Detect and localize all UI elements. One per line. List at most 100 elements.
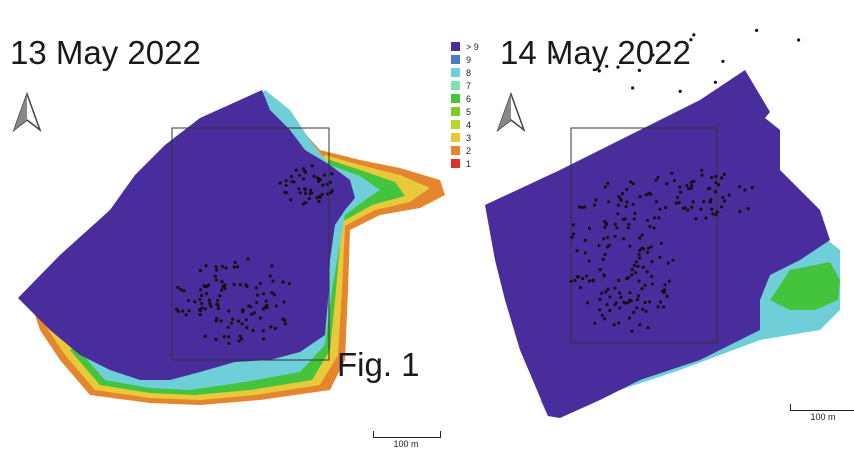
- survey-point: [220, 288, 224, 292]
- survey-point: [283, 322, 287, 326]
- survey-point: [238, 283, 242, 287]
- survey-point: [663, 283, 667, 287]
- survey-point: [700, 173, 704, 177]
- survey-point: [235, 265, 240, 269]
- right-survey-rectangle: [570, 127, 718, 344]
- survey-point: [584, 274, 589, 278]
- survey-point: [692, 179, 696, 183]
- survey-point: [631, 86, 635, 90]
- survey-point: [721, 195, 725, 199]
- survey-point: [217, 306, 221, 311]
- survey-point: [198, 268, 202, 273]
- survey-point: [607, 243, 611, 247]
- survey-point: [585, 301, 590, 305]
- legend-item: 1: [451, 157, 479, 170]
- survey-point: [670, 171, 674, 175]
- right-shallow-band-green: [770, 262, 840, 310]
- survey-point: [689, 180, 693, 184]
- survey-point: [294, 168, 298, 172]
- survey-point: [631, 182, 635, 186]
- survey-point: [240, 337, 244, 341]
- survey-point: [592, 203, 597, 207]
- survey-point: [620, 192, 625, 196]
- survey-point: [598, 297, 602, 302]
- survey-point: [692, 33, 696, 37]
- survey-point: [654, 178, 658, 182]
- right-survey-points: [552, 28, 801, 333]
- survey-point: [263, 306, 267, 310]
- survey-point: [577, 205, 582, 209]
- survey-point: [269, 325, 273, 329]
- survey-point: [265, 303, 269, 307]
- survey-point: [580, 205, 584, 210]
- survey-point: [658, 300, 663, 304]
- survey-point: [653, 216, 657, 220]
- survey-point: [252, 311, 256, 315]
- survey-point: [612, 323, 616, 327]
- left-deep-area: [18, 90, 355, 380]
- survey-point: [321, 183, 325, 187]
- survey-point: [624, 204, 628, 209]
- left-map-panel: [18, 90, 445, 405]
- legend-swatch: [451, 68, 460, 77]
- survey-point: [572, 232, 576, 236]
- survey-point: [662, 291, 666, 295]
- survey-point: [281, 280, 285, 284]
- survey-point: [713, 80, 718, 84]
- survey-point: [637, 68, 642, 72]
- survey-point: [664, 205, 668, 210]
- survey-point: [658, 255, 662, 259]
- survey-point: [186, 298, 190, 303]
- legend-item: > 9: [451, 40, 479, 53]
- survey-point: [619, 295, 623, 299]
- survey-point: [645, 250, 650, 255]
- survey-point: [209, 304, 213, 308]
- legend-swatch: [451, 55, 460, 64]
- survey-point: [650, 260, 654, 264]
- survey-point: [231, 317, 235, 321]
- survey-point: [284, 179, 288, 183]
- survey-point: [702, 200, 706, 204]
- survey-point: [628, 180, 633, 184]
- survey-point: [204, 264, 208, 268]
- legend-item: 8: [451, 66, 479, 79]
- survey-point: [665, 294, 669, 298]
- survey-point: [606, 181, 610, 186]
- survey-point: [601, 257, 605, 261]
- legend-swatch: [451, 146, 460, 155]
- survey-point: [581, 277, 585, 281]
- survey-point: [301, 167, 305, 171]
- survey-point: [626, 301, 630, 305]
- survey-point: [271, 279, 275, 283]
- survey-point: [631, 202, 635, 206]
- survey-point: [606, 235, 610, 239]
- survey-point: [656, 175, 660, 179]
- survey-point: [658, 207, 662, 211]
- survey-point: [597, 243, 601, 248]
- survey-point: [618, 291, 622, 295]
- survey-point: [290, 179, 294, 184]
- survey-point: [606, 287, 610, 291]
- survey-point: [309, 188, 313, 192]
- survey-point: [714, 181, 718, 185]
- survey-point: [648, 224, 652, 229]
- survey-point: [630, 273, 634, 277]
- survey-point: [310, 164, 314, 168]
- survey-point: [214, 268, 219, 272]
- depth-legend: > 9 9 8 7 6 5 4 3 2 1: [451, 40, 479, 170]
- survey-point: [635, 306, 639, 310]
- survey-point: [312, 174, 316, 178]
- survey-point: [797, 38, 801, 42]
- survey-point: [303, 170, 308, 174]
- survey-point: [663, 288, 667, 292]
- survey-point: [626, 226, 630, 230]
- survey-point: [640, 246, 644, 250]
- survey-point: [686, 208, 690, 212]
- survey-point: [220, 280, 224, 284]
- survey-point: [223, 283, 227, 287]
- survey-point: [213, 274, 217, 278]
- survey-point: [632, 217, 636, 221]
- legend-label: 2: [466, 145, 472, 156]
- survey-point: [207, 298, 211, 302]
- legend-label: 7: [466, 80, 472, 91]
